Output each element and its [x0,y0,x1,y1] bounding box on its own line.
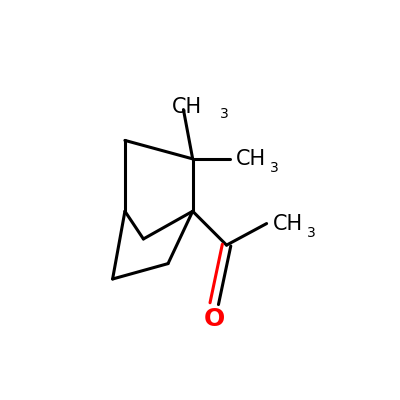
Text: CH: CH [273,214,303,234]
Text: CH: CH [172,97,202,117]
Text: 3: 3 [220,106,229,120]
Text: 3: 3 [307,226,315,240]
Text: CH: CH [236,149,266,169]
Text: O: O [204,307,225,331]
Text: 3: 3 [270,161,278,175]
